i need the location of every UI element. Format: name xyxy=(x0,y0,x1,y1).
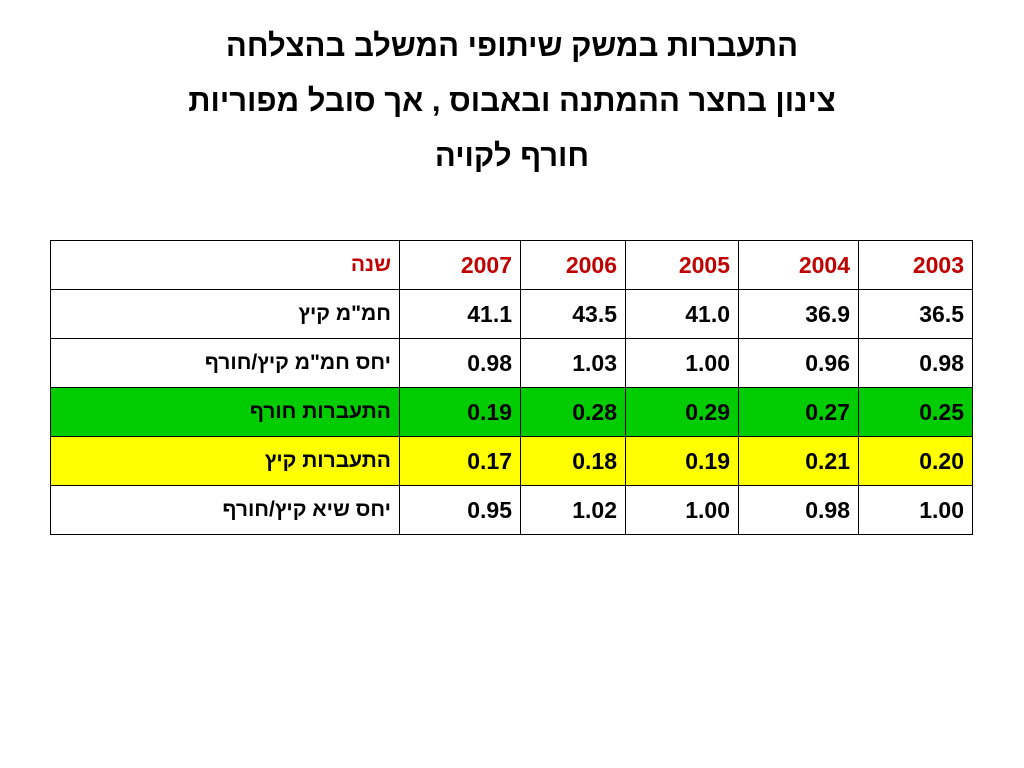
value-cell: 0.98 xyxy=(858,338,973,388)
value-cell: 0.17 xyxy=(399,436,521,486)
year-cell: 2007 xyxy=(399,240,521,290)
row-label: התעברות חורף xyxy=(50,387,400,437)
value-cell: 36.9 xyxy=(738,289,859,339)
table-row: יחס חמ"מ קיץ/חורף 0.98 1.03 1.00 0.96 0.98 xyxy=(50,338,973,388)
value-cell: 1.02 xyxy=(520,485,626,535)
year-cell: 2004 xyxy=(738,240,859,290)
value-cell: 1.00 xyxy=(858,485,973,535)
value-cell: 1.00 xyxy=(625,485,739,535)
title-line: צינון בחצר ההמתנה ובאבוס , אך סובל מפורי… xyxy=(188,83,836,118)
value-cell: 0.19 xyxy=(399,387,521,437)
value-cell: 0.27 xyxy=(738,387,859,437)
value-cell: 0.98 xyxy=(399,338,521,388)
title-line: חורף לקויה xyxy=(434,138,590,173)
table-row: התעברות קיץ 0.17 0.18 0.19 0.21 0.20 xyxy=(50,436,973,486)
value-cell: 0.25 xyxy=(858,387,973,437)
value-cell: 0.98 xyxy=(738,485,859,535)
value-cell: 36.5 xyxy=(858,289,973,339)
row-label: התעברות קיץ xyxy=(50,436,400,486)
value-cell: 0.95 xyxy=(399,485,521,535)
row-label: יחס חמ"מ קיץ/חורף xyxy=(50,338,400,388)
table-row: התעברות חורף 0.19 0.28 0.29 0.27 0.25 xyxy=(50,387,973,437)
year-cell: 2003 xyxy=(858,240,973,290)
value-cell: 41.1 xyxy=(399,289,521,339)
row-label: יחס שיא קיץ/חורף xyxy=(50,485,400,535)
value-cell: 0.21 xyxy=(738,436,859,486)
header-label: שנה xyxy=(50,240,400,290)
year-cell: 2006 xyxy=(520,240,626,290)
year-cell: 2005 xyxy=(625,240,739,290)
value-cell: 0.19 xyxy=(625,436,739,486)
header-row: שנה 2007 2006 2005 2004 2003 xyxy=(50,240,973,290)
value-cell: 0.96 xyxy=(738,338,859,388)
value-cell: 1.03 xyxy=(520,338,626,388)
value-cell: 43.5 xyxy=(520,289,626,339)
value-cell: 0.18 xyxy=(520,436,626,486)
table-row: יחס שיא קיץ/חורף 0.95 1.02 1.00 0.98 1.00 xyxy=(50,485,973,535)
row-label: חמ"מ קיץ xyxy=(50,289,400,339)
value-cell: 41.0 xyxy=(625,289,739,339)
value-cell: 0.20 xyxy=(858,436,973,486)
table-row: חמ"מ קיץ 41.1 43.5 41.0 36.9 36.5 xyxy=(50,289,973,339)
title: התעברות במשק שיתופי המשלב בהצלחה צינון בח… xyxy=(0,18,1024,183)
value-cell: 0.29 xyxy=(625,387,739,437)
value-cell: 0.28 xyxy=(520,387,626,437)
data-table: שנה 2007 2006 2005 2004 2003 חמ"מ קיץ 41.1 43.5 4… xyxy=(50,240,973,535)
title-line: התעברות במשק שיתופי המשלב בהצלחה xyxy=(225,28,799,63)
value-cell: 1.00 xyxy=(625,338,739,388)
